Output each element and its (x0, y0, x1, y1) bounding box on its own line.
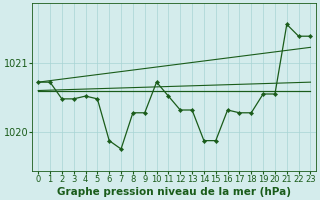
X-axis label: Graphe pression niveau de la mer (hPa): Graphe pression niveau de la mer (hPa) (57, 187, 291, 197)
